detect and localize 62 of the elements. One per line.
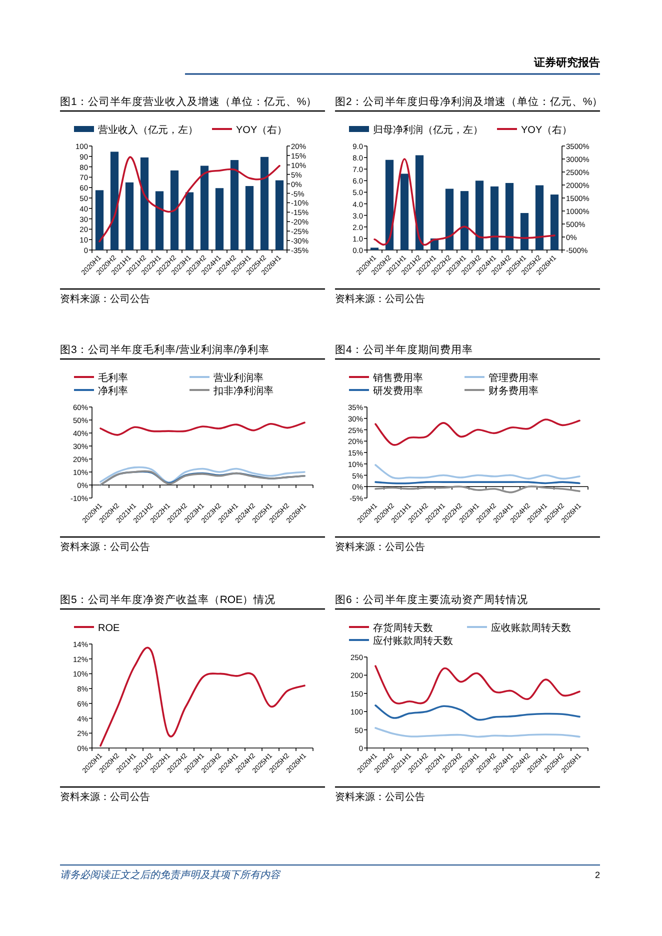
bar [110, 152, 119, 250]
text: 资料来源：公司公告 [60, 293, 150, 305]
bar [550, 194, 559, 250]
text: 2 [594, 870, 600, 880]
legend-label: 存货周转天数 [373, 622, 433, 634]
legend-label: 应付账款周转天数 [373, 635, 453, 647]
bar [385, 160, 394, 250]
bar [95, 190, 104, 250]
chart-title: 图4：公司半年度期间费用率 [335, 343, 473, 356]
legend-label: YOY（右） [521, 125, 572, 136]
bar [490, 186, 499, 250]
text: 请务必阅读正文之后的免责声明及其项下所有内容 [60, 869, 281, 881]
text: 资料来源：公司公告 [335, 293, 425, 305]
bar [460, 191, 469, 250]
bar [185, 192, 194, 250]
bar [520, 213, 529, 250]
bar [170, 170, 179, 250]
legend-label: 扣非净利润率 [212, 385, 274, 397]
chart-title: 图1：公司半年度营业收入及增速（单位：亿元、%） [60, 95, 318, 108]
legend-label: 净利率 [98, 385, 128, 397]
legend-label: 财务费用率 [488, 385, 538, 397]
bar [445, 188, 454, 250]
legend-label: 归母净利润（亿元，左） [373, 124, 483, 136]
bar [245, 186, 254, 250]
line-series [100, 422, 306, 436]
text: 资料来源：公司公告 [60, 541, 150, 553]
line-series [98, 156, 280, 242]
text: 证券研究报告 [533, 56, 600, 69]
legend-label: ROE [98, 623, 120, 634]
legend-label: 研发费用率 [373, 385, 423, 397]
line-series [374, 464, 580, 480]
bar [155, 191, 164, 250]
bar [230, 160, 239, 250]
bar [125, 182, 134, 250]
bar [140, 157, 149, 250]
legend-label: 销售费用率 [372, 372, 423, 384]
legend-label: 毛利率 [98, 372, 128, 384]
chart-title: 图5：公司半年度净资产收益率（ROE）情况 [60, 593, 276, 606]
chart-title: 图6：公司半年度主要流动资产周转情况 [335, 593, 528, 606]
legend-label: 管理费用率 [488, 372, 538, 384]
line-series [374, 727, 580, 738]
line-series [374, 418, 580, 446]
bar [215, 188, 224, 250]
bar [475, 180, 484, 250]
bar [535, 185, 544, 250]
bar [275, 180, 284, 250]
bar [400, 174, 409, 250]
text: 资料来源：公司公告 [335, 791, 425, 803]
bar [200, 166, 209, 250]
text: 资料来源：公司公告 [335, 541, 425, 553]
legend-label: 应收账款周转天数 [491, 622, 571, 634]
line-series [374, 704, 580, 721]
bar [260, 156, 269, 250]
chart-title: 图2：公司半年度归母净利润及增速（单位：亿元、%） [335, 95, 604, 108]
legend-label: 营业收入（亿元，左） [98, 124, 198, 136]
legend-label: YOY（右） [236, 125, 288, 136]
bar [415, 155, 424, 250]
bar [505, 182, 514, 250]
chart-title: 图3：公司半年度毛利率/营业利润率/净利率 [60, 343, 270, 356]
legend-label: 营业利润率 [214, 372, 264, 384]
text: 资料来源：公司公告 [60, 791, 150, 803]
line-series [100, 466, 306, 484]
